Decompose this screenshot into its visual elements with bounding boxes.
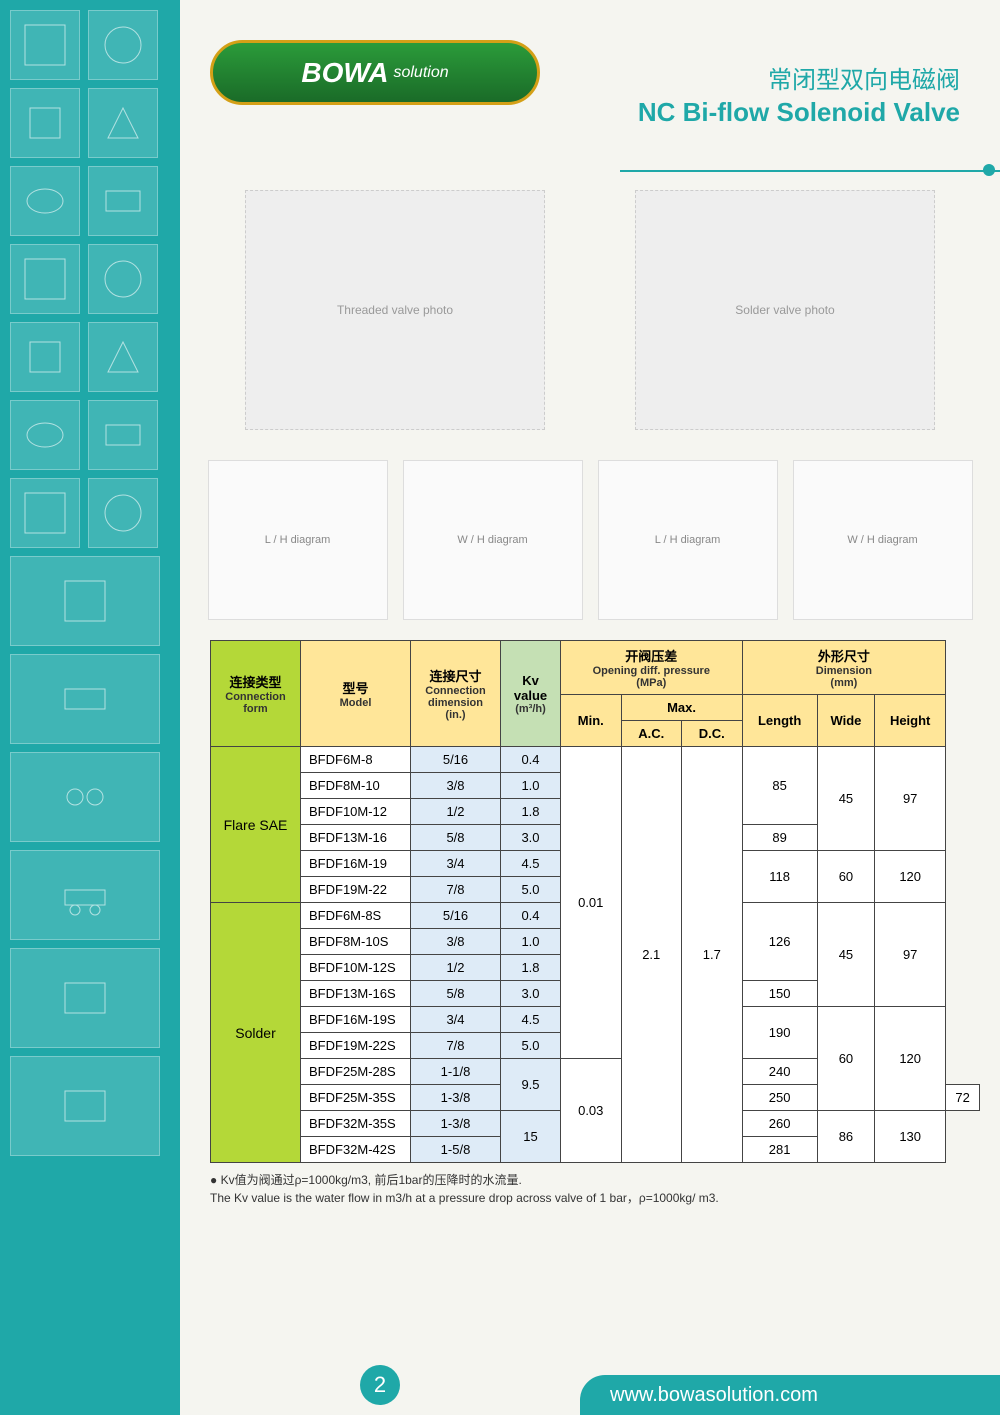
footer: 2 www.bowasolution.com (180, 1355, 1000, 1415)
product-photo-right: Solder valve photo (635, 190, 935, 430)
sidebar-icon-7 (10, 244, 80, 314)
sidebar-icon-2 (88, 10, 158, 80)
th-model: 型号 Model (301, 641, 411, 747)
footer-url: www.bowasolution.com (580, 1375, 1000, 1415)
sidebar-icon-19 (10, 948, 160, 1048)
spec-table-wrap: 连接类型 Connection form 型号 Model 连接尺寸 Conne… (210, 640, 980, 1207)
dimension-diagrams: L / H diagram W / H diagram L / H diagra… (200, 460, 980, 630)
td-flare-label: Flare SAE (211, 747, 301, 903)
sidebar-icon-9 (10, 322, 80, 392)
footnote: ● Kv值为阀通过ρ=1000kg/m3, 前后1bar的压降时的水流量. Th… (210, 1171, 980, 1207)
th-kv: Kv value (m³/h) (501, 641, 561, 747)
diagram-2: W / H diagram (403, 460, 583, 620)
logo-suffix: solution (393, 64, 448, 82)
sidebar-icon-10 (88, 322, 158, 392)
th-wide: Wide (817, 695, 874, 747)
sidebar (0, 0, 180, 1415)
header: BOWA solution 常闭型双向电磁阀 NC Bi-flow Soleno… (180, 0, 1000, 140)
sidebar-icon-15 (10, 556, 160, 646)
sidebar-icon-4 (88, 88, 158, 158)
diagram-1: L / H diagram (208, 460, 388, 620)
th-conn: 连接尺寸 Connection dimension (in.) (411, 641, 501, 747)
product-photos: Threaded valve photo Solder valve photo (200, 170, 980, 450)
title-block: 常闭型双向电磁阀 NC Bi-flow Solenoid Valve (638, 60, 960, 128)
product-photo-left: Threaded valve photo (245, 190, 545, 430)
title-dot-icon (983, 164, 995, 176)
diagram-4: W / H diagram (793, 460, 973, 620)
sidebar-icon-8 (88, 244, 158, 314)
sidebar-icon-16 (10, 654, 160, 744)
sidebar-icon-1 (10, 10, 80, 80)
title-en: NC Bi-flow Solenoid Valve (638, 97, 960, 128)
sidebar-icon-13 (10, 478, 80, 548)
sidebar-icon-18 (10, 850, 160, 940)
sidebar-icon-3 (10, 88, 80, 158)
td-solder-label: Solder (211, 903, 301, 1163)
diagram-3: L / H diagram (598, 460, 778, 620)
spec-table: 连接类型 Connection form 型号 Model 连接尺寸 Conne… (210, 640, 980, 1163)
th-dc: D.C. (682, 721, 743, 747)
title-cn: 常闭型双向电磁阀 (638, 60, 960, 95)
sidebar-icon-6 (88, 166, 158, 236)
footnote-line1: ● Kv值为阀通过ρ=1000kg/m3, 前后1bar的压降时的水流量. (210, 1171, 980, 1189)
sidebar-icon-17 (10, 752, 160, 842)
sidebar-icon-20 (10, 1056, 160, 1156)
th-dim: 外形尺寸 Dimension (mm) (742, 641, 946, 695)
th-form: 连接类型 Connection form (211, 641, 301, 747)
sidebar-icon-14 (88, 478, 158, 548)
th-ac: A.C. (621, 721, 682, 747)
th-opening: 开阀压差 Opening diff. pressure (MPa) (561, 641, 743, 695)
th-length: Length (742, 695, 817, 747)
sidebar-icon-12 (88, 400, 158, 470)
header-row-1: 连接类型 Connection form 型号 Model 连接尺寸 Conne… (211, 641, 980, 695)
table-row: Flare SAE BFDF6M-8 5/16 0.4 0.01 2.1 1.7… (211, 747, 980, 773)
th-min: Min. (561, 695, 622, 747)
logo-badge: BOWA solution (210, 40, 540, 105)
sidebar-icon-11 (10, 400, 80, 470)
th-max: Max. (621, 695, 742, 721)
footnote-line2: The Kv value is the water flow in m3/h a… (210, 1189, 980, 1207)
logo-name: BOWA (301, 57, 388, 89)
th-height: Height (875, 695, 946, 747)
sidebar-icon-grid (0, 0, 180, 1166)
page-number: 2 (360, 1365, 400, 1405)
sidebar-icon-5 (10, 166, 80, 236)
